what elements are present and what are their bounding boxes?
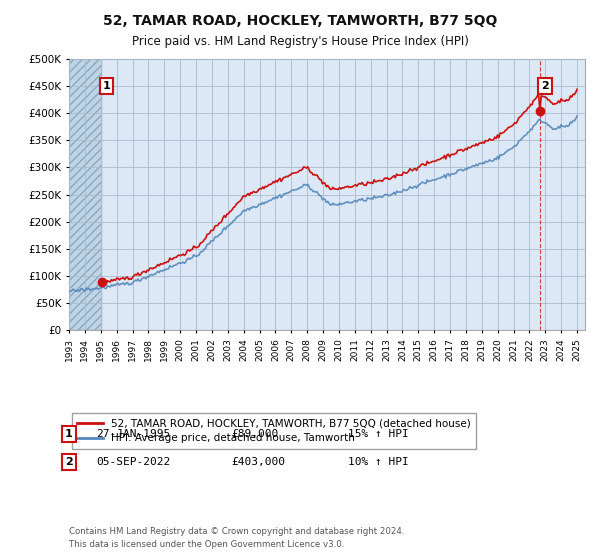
Text: 05-SEP-2022: 05-SEP-2022: [96, 457, 170, 467]
Text: 1: 1: [103, 81, 110, 91]
Legend: 52, TAMAR ROAD, HOCKLEY, TAMWORTH, B77 5QQ (detached house), HPI: Average price,: 52, TAMAR ROAD, HOCKLEY, TAMWORTH, B77 5…: [71, 413, 476, 449]
Text: £89,000: £89,000: [231, 429, 278, 439]
Text: 1: 1: [65, 429, 73, 439]
Text: 2: 2: [65, 457, 73, 467]
Text: £403,000: £403,000: [231, 457, 285, 467]
Text: 52, TAMAR ROAD, HOCKLEY, TAMWORTH, B77 5QQ: 52, TAMAR ROAD, HOCKLEY, TAMWORTH, B77 5…: [103, 14, 497, 28]
Text: 10% ↑ HPI: 10% ↑ HPI: [348, 457, 409, 467]
Bar: [69, 59, 102, 330]
Text: Price paid vs. HM Land Registry's House Price Index (HPI): Price paid vs. HM Land Registry's House …: [131, 35, 469, 48]
Text: 2: 2: [541, 81, 549, 91]
Text: 27-JAN-1995: 27-JAN-1995: [96, 429, 170, 439]
Text: Contains HM Land Registry data © Crown copyright and database right 2024.
This d: Contains HM Land Registry data © Crown c…: [69, 528, 404, 549]
Bar: [69, 59, 102, 330]
Text: 15% ↑ HPI: 15% ↑ HPI: [348, 429, 409, 439]
